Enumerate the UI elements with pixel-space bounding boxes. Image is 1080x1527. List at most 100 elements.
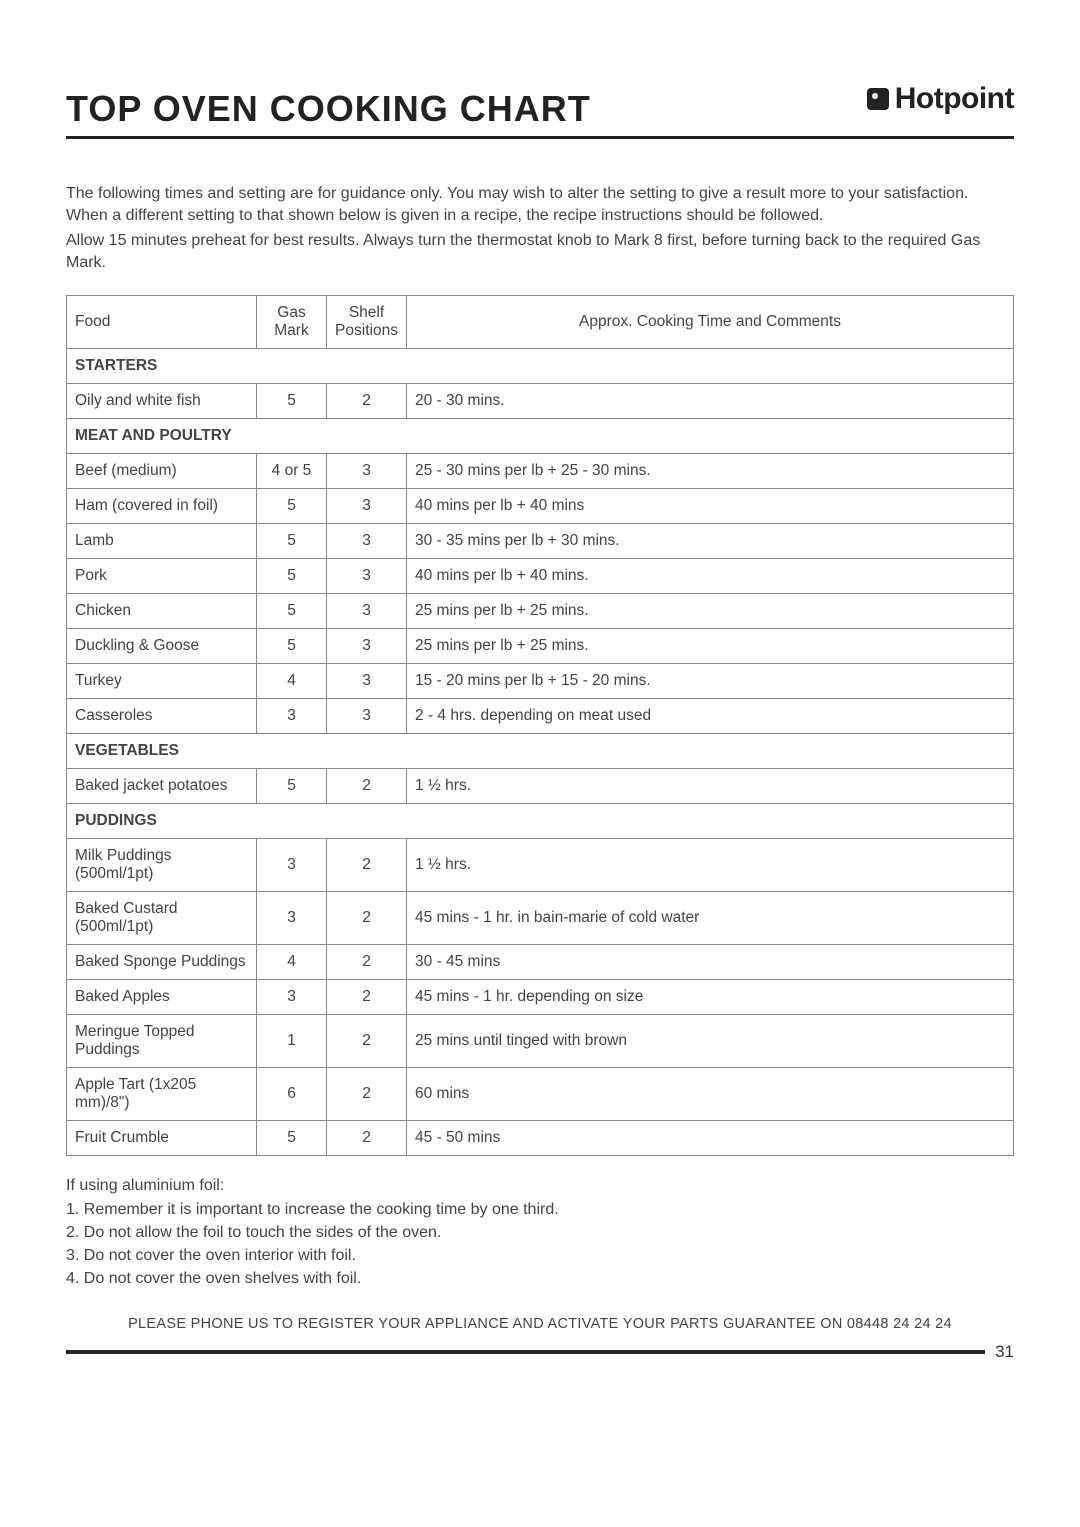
cell-gas-mark: 4 (257, 664, 327, 699)
brand-logo: Hotpoint (867, 82, 1014, 116)
cell-shelf: 2 (327, 980, 407, 1015)
cell-shelf: 2 (327, 1121, 407, 1156)
footer-rule: 31 (66, 1342, 1014, 1362)
cell-comments: 2 - 4 hrs. depending on meat used (407, 699, 1014, 734)
cell-food: Chicken (67, 594, 257, 629)
cell-shelf: 3 (327, 489, 407, 524)
cell-gas-mark: 5 (257, 1121, 327, 1156)
cell-food: Ham (covered in foil) (67, 489, 257, 524)
cell-food: Fruit Crumble (67, 1121, 257, 1156)
page: Hotpoint TOP OVEN COOKING CHART The foll… (0, 0, 1080, 1392)
table-row: Turkey4315 - 20 mins per lb + 15 - 20 mi… (67, 664, 1014, 699)
cell-gas-mark: 5 (257, 594, 327, 629)
cell-gas-mark: 5 (257, 489, 327, 524)
cell-food: Baked Sponge Puddings (67, 945, 257, 980)
foil-notes: If using aluminium foil: 1. Remember it … (66, 1174, 1014, 1290)
cell-comments: 45 - 50 mins (407, 1121, 1014, 1156)
table-row: Baked jacket potatoes521 ½ hrs. (67, 769, 1014, 804)
cell-gas-mark: 5 (257, 629, 327, 664)
cell-food: Baked Custard (500ml/1pt) (67, 892, 257, 945)
cell-gas-mark: 3 (257, 699, 327, 734)
cell-food: Meringue Topped Puddings (67, 1015, 257, 1068)
cell-food: Milk Puddings (500ml/1pt) (67, 839, 257, 892)
cell-comments: 25 mins until tinged with brown (407, 1015, 1014, 1068)
footer-bar (66, 1350, 985, 1354)
table-row: Ham (covered in foil)5340 mins per lb + … (67, 489, 1014, 524)
brand-text: Hotpoint (895, 82, 1014, 116)
notes-lead: If using aluminium foil: (66, 1174, 1014, 1197)
cell-shelf: 3 (327, 594, 407, 629)
cell-shelf: 3 (327, 629, 407, 664)
cell-comments: 25 - 30 mins per lb + 25 - 30 mins. (407, 454, 1014, 489)
cell-gas-mark: 4 or 5 (257, 454, 327, 489)
section-row: Puddings (67, 804, 1014, 839)
cell-food: Apple Tart (1x205 mm)/8") (67, 1068, 257, 1121)
cell-gas-mark: 3 (257, 980, 327, 1015)
cell-food: Baked jacket potatoes (67, 769, 257, 804)
table-row: Baked Sponge Puddings4230 - 45 mins (67, 945, 1014, 980)
brand-icon (867, 88, 889, 110)
cell-shelf: 2 (327, 1068, 407, 1121)
cell-gas-mark: 5 (257, 769, 327, 804)
cell-food: Duckling & Goose (67, 629, 257, 664)
table-row: Chicken5325 mins per lb + 25 mins. (67, 594, 1014, 629)
cell-comments: 60 mins (407, 1068, 1014, 1121)
cell-comments: 15 - 20 mins per lb + 15 - 20 mins. (407, 664, 1014, 699)
col-header-comments: Approx. Cooking Time and Comments (407, 296, 1014, 349)
cooking-chart-table: Food Gas Mark Shelf Positions Approx. Co… (66, 295, 1014, 1156)
table-row: Baked Custard (500ml/1pt)3245 mins - 1 h… (67, 892, 1014, 945)
cell-gas-mark: 5 (257, 524, 327, 559)
cell-shelf: 3 (327, 559, 407, 594)
cell-shelf: 2 (327, 769, 407, 804)
section-row: Meat and Poultry (67, 419, 1014, 454)
section-row: Vegetables (67, 734, 1014, 769)
section-heading: Puddings (67, 804, 1014, 839)
table-row: Apple Tart (1x205 mm)/8")6260 mins (67, 1068, 1014, 1121)
section-heading: Meat and Poultry (67, 419, 1014, 454)
table-row: Duckling & Goose5325 mins per lb + 25 mi… (67, 629, 1014, 664)
cell-comments: 1 ½ hrs. (407, 769, 1014, 804)
cell-gas-mark: 5 (257, 384, 327, 419)
cell-food: Baked Apples (67, 980, 257, 1015)
cell-shelf: 3 (327, 664, 407, 699)
cell-food: Pork (67, 559, 257, 594)
register-line: PLEASE PHONE US TO REGISTER YOUR APPLIAN… (66, 1316, 1014, 1332)
notes-item-2: 2. Do not allow the foil to touch the si… (66, 1221, 1014, 1244)
table-row: Fruit Crumble5245 - 50 mins (67, 1121, 1014, 1156)
cell-gas-mark: 3 (257, 839, 327, 892)
notes-item-4: 4. Do not cover the oven shelves with fo… (66, 1267, 1014, 1290)
intro-paragraph-2: Allow 15 minutes preheat for best result… (66, 230, 1014, 273)
intro-paragraph-1: The following times and setting are for … (66, 183, 1014, 226)
cell-shelf: 3 (327, 524, 407, 559)
table-row: Casseroles332 - 4 hrs. depending on meat… (67, 699, 1014, 734)
cell-comments: 25 mins per lb + 25 mins. (407, 629, 1014, 664)
table-header-row: Food Gas Mark Shelf Positions Approx. Co… (67, 296, 1014, 349)
col-header-shelf: Shelf Positions (327, 296, 407, 349)
col-header-food: Food (67, 296, 257, 349)
table-row: Baked Apples3245 mins - 1 hr. depending … (67, 980, 1014, 1015)
cell-comments: 30 - 45 mins (407, 945, 1014, 980)
cell-gas-mark: 6 (257, 1068, 327, 1121)
intro-text: The following times and setting are for … (66, 183, 1014, 273)
cell-gas-mark: 4 (257, 945, 327, 980)
page-header: Hotpoint TOP OVEN COOKING CHART (66, 88, 1014, 139)
cell-comments: 45 mins - 1 hr. depending on size (407, 980, 1014, 1015)
cell-food: Casseroles (67, 699, 257, 734)
cell-gas-mark: 1 (257, 1015, 327, 1068)
table-row: Beef (medium)4 or 5325 - 30 mins per lb … (67, 454, 1014, 489)
cell-comments: 45 mins - 1 hr. in bain-marie of cold wa… (407, 892, 1014, 945)
cell-shelf: 3 (327, 699, 407, 734)
cell-gas-mark: 3 (257, 892, 327, 945)
cell-comments: 30 - 35 mins per lb + 30 mins. (407, 524, 1014, 559)
cell-food: Turkey (67, 664, 257, 699)
cell-comments: 1 ½ hrs. (407, 839, 1014, 892)
cell-gas-mark: 5 (257, 559, 327, 594)
cell-shelf: 2 (327, 384, 407, 419)
cell-shelf: 2 (327, 1015, 407, 1068)
notes-item-3: 3. Do not cover the oven interior with f… (66, 1244, 1014, 1267)
section-heading: Vegetables (67, 734, 1014, 769)
cell-shelf: 2 (327, 892, 407, 945)
cell-food: Beef (medium) (67, 454, 257, 489)
cell-comments: 20 - 30 mins. (407, 384, 1014, 419)
cell-food: Lamb (67, 524, 257, 559)
